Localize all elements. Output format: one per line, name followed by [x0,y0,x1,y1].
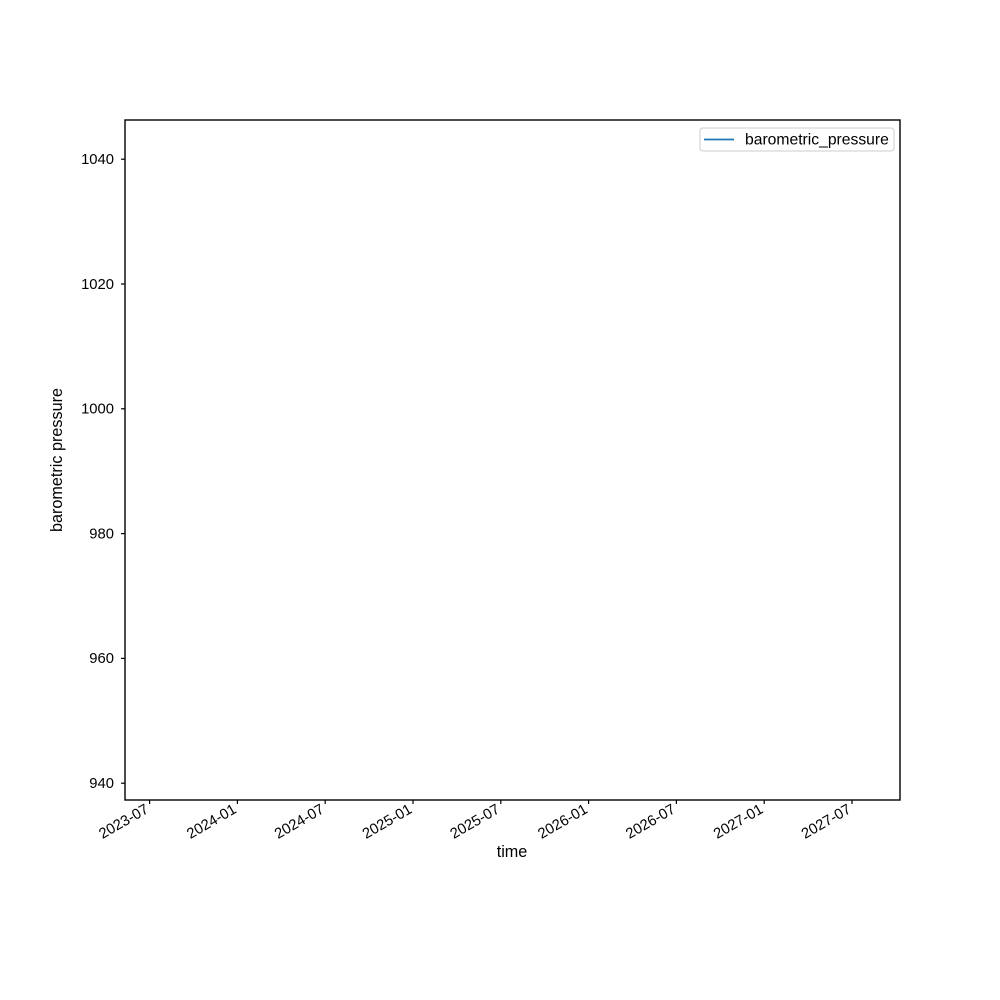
svg-text:940: 940 [89,776,114,792]
svg-text:2026-07: 2026-07 [623,802,678,843]
svg-text:1000: 1000 [81,402,114,418]
svg-text:2027-01: 2027-01 [711,802,766,843]
svg-text:barometric pressure: barometric pressure [48,388,66,532]
svg-text:2024-01: 2024-01 [184,802,239,843]
svg-text:2025-01: 2025-01 [360,802,415,843]
svg-text:1020: 1020 [81,277,114,293]
svg-text:980: 980 [89,526,114,542]
svg-text:barometric_pressure: barometric_pressure [745,132,889,149]
svg-text:960: 960 [89,651,114,667]
svg-text:2024-07: 2024-07 [272,802,327,843]
svg-text:2026-01: 2026-01 [536,802,591,843]
svg-text:1040: 1040 [81,152,114,168]
svg-text:time: time [497,843,528,861]
svg-text:2025-07: 2025-07 [448,802,503,843]
svg-text:2023-07: 2023-07 [97,802,152,843]
svg-text:2027-07: 2027-07 [799,802,854,843]
